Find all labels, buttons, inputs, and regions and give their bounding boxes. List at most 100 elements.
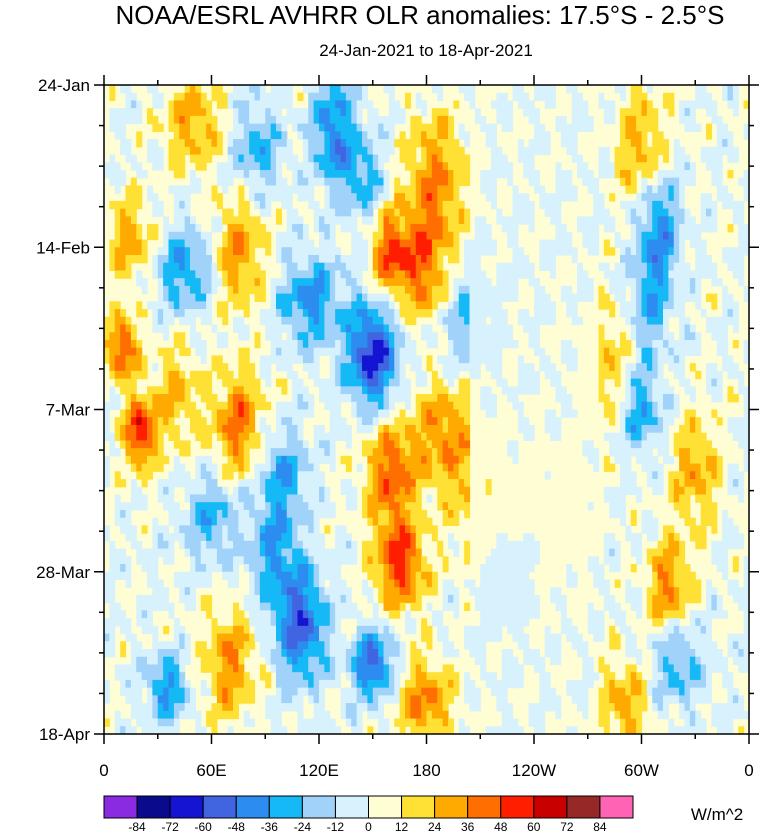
heatmap-cell (324, 193, 331, 202)
heatmap-cell (706, 92, 712, 102)
heatmap-cell (431, 479, 438, 488)
heatmap-cell (319, 278, 325, 287)
heatmap-cell (512, 216, 519, 225)
heatmap-cell (136, 494, 143, 503)
heatmap-cell (120, 231, 127, 241)
heatmap-cell (340, 208, 347, 217)
heatmap-cell (491, 139, 497, 148)
heatmap-cell (453, 309, 460, 318)
heatmap-cell (222, 409, 229, 418)
heatmap-cell (335, 85, 342, 94)
heatmap-cell (695, 455, 702, 465)
heatmap-cell (437, 85, 444, 94)
heatmap-cell (593, 564, 600, 573)
heatmap-cell (281, 92, 288, 102)
heatmap-cell (738, 432, 745, 442)
heatmap-cell (372, 486, 379, 496)
heatmap-cell (539, 316, 546, 326)
heatmap-cell (270, 92, 277, 102)
heatmap-cell (528, 162, 535, 171)
heatmap-cell (179, 378, 186, 387)
heatmap-cell (114, 401, 121, 411)
heatmap-cell (722, 92, 729, 102)
heatmap-cell (302, 254, 309, 264)
heatmap-cell (673, 556, 680, 565)
heatmap-cell (173, 293, 180, 302)
heatmap-cell (238, 169, 245, 179)
heatmap-cell (593, 231, 600, 241)
heatmap-cell (689, 432, 696, 442)
heatmap-cell (609, 162, 616, 171)
heatmap-cell (372, 540, 379, 550)
heatmap-cell (673, 540, 680, 550)
heatmap-cell (136, 278, 143, 287)
heatmap-cell (663, 394, 669, 403)
heatmap-cell (431, 270, 438, 279)
heatmap-cell (544, 316, 551, 326)
heatmap-cell (243, 154, 250, 163)
heatmap-cell (689, 448, 696, 457)
heatmap-cell (512, 224, 519, 233)
heatmap-cell (383, 216, 390, 225)
heatmap-cell (297, 417, 304, 426)
heatmap-cell (335, 339, 342, 349)
heatmap-cell (109, 115, 116, 125)
heatmap-cell (130, 401, 137, 411)
heatmap-cell (544, 247, 551, 256)
heatmap-cell (292, 154, 299, 163)
heatmap-cell (743, 394, 749, 403)
heatmap-cell (587, 278, 594, 287)
heatmap-cell (663, 231, 669, 241)
heatmap-cell (431, 378, 438, 387)
heatmap-cell (114, 231, 121, 241)
heatmap-cell (679, 115, 686, 125)
heatmap-cell (227, 270, 234, 279)
heatmap-cell (168, 185, 175, 194)
heatmap-cell (657, 293, 664, 302)
heatmap-cell (501, 169, 508, 179)
heatmap-cell (270, 339, 277, 349)
heatmap-cell (233, 432, 239, 442)
heatmap-cell (566, 247, 573, 256)
heatmap-cell (184, 92, 191, 102)
heatmap-cell (136, 424, 143, 434)
heatmap-cell (394, 548, 401, 557)
heatmap-cell (641, 347, 648, 357)
heatmap-cell (173, 146, 180, 156)
heatmap-cell (211, 193, 218, 202)
heatmap-cell (276, 285, 282, 295)
heatmap-cell (442, 486, 449, 496)
heatmap-cell (302, 517, 309, 526)
heatmap-cell (491, 200, 497, 210)
heatmap-cell (657, 571, 664, 581)
heatmap-cell (727, 394, 734, 403)
heatmap-cell (302, 324, 309, 333)
heatmap-cell (324, 200, 331, 210)
heatmap-cell (356, 139, 363, 148)
heatmap-cell (646, 401, 653, 411)
heatmap-cell (367, 162, 374, 171)
heatmap-cell (485, 231, 492, 241)
heatmap-cell (206, 517, 213, 526)
heatmap-cell (270, 525, 277, 534)
heatmap-cell (464, 154, 471, 163)
heatmap-cell (405, 247, 411, 256)
heatmap-cell (695, 85, 702, 94)
heatmap-cell (152, 463, 159, 472)
heatmap-cell (216, 486, 223, 496)
heatmap-cell (130, 455, 137, 465)
heatmap-cell (238, 378, 245, 387)
heatmap-cell (109, 386, 116, 395)
heatmap-cell (663, 100, 669, 109)
heatmap-cell (668, 100, 675, 109)
heatmap-cell (195, 224, 202, 233)
heatmap-cell (345, 494, 352, 503)
heatmap-cell (233, 571, 239, 581)
heatmap-cell (609, 440, 616, 449)
heatmap-cell (507, 571, 514, 581)
heatmap-cell (700, 270, 707, 279)
heatmap-cell (152, 139, 159, 148)
heatmap-cell (329, 332, 336, 341)
heatmap-cell (442, 440, 449, 449)
heatmap-cell (109, 579, 116, 588)
